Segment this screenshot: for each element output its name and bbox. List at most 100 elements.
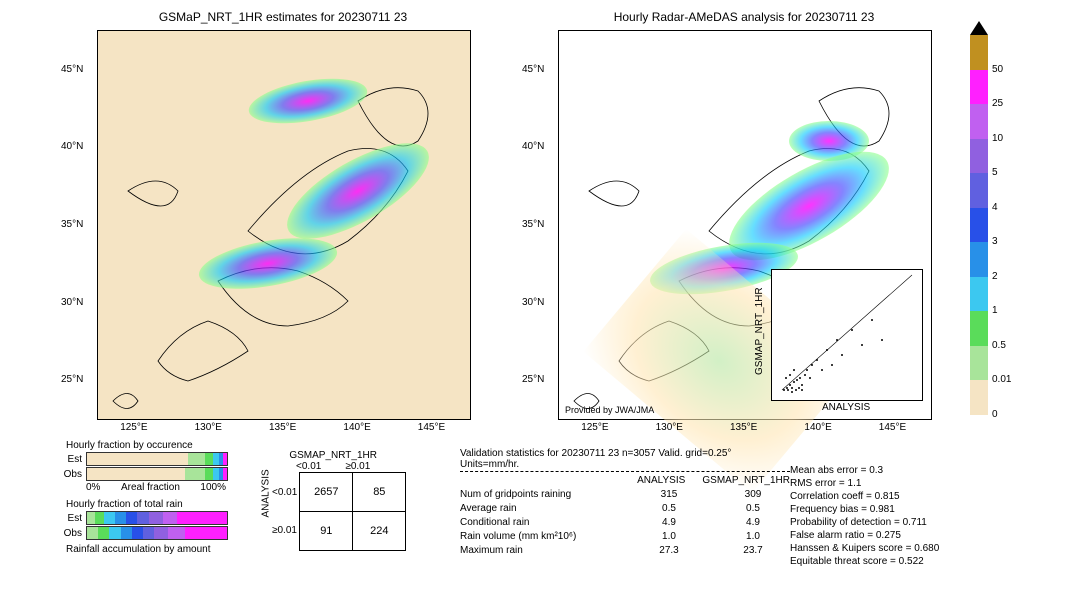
val-row-label: Rain volume (mm km²10⁶) (460, 531, 620, 542)
frac-bar-occ-obs (86, 467, 228, 481)
frac-rain-title: Hourly fraction of total rain (66, 499, 240, 510)
val-colheader: GSMAP_NRT_1HR (702, 475, 790, 486)
axis-tick: 135°E (730, 422, 757, 433)
colorbar-tick: 5 (992, 167, 998, 178)
colorbar-seg (970, 346, 988, 381)
axis-tick: 140°E (804, 422, 831, 433)
colorbar-seg (970, 242, 988, 277)
frac-occ-title: Hourly fraction by occurence (66, 440, 240, 451)
frac-seg (115, 512, 126, 524)
axis-tick: 45°N (522, 64, 544, 75)
colorbar-tick: 1 (992, 305, 998, 316)
frac-seg (87, 468, 185, 480)
provided-text: Provided by JWA/JMA (565, 405, 654, 415)
frac-row-label: Est (60, 454, 82, 465)
frac-seg (163, 512, 177, 524)
contingency-panel: GSMAP_NRT_1HR <0.01 ≥0.01 ANALYSIS <0.01… (260, 450, 406, 551)
frac-bar-occ-est (86, 452, 228, 466)
colorbar-tick: 2 (992, 271, 998, 282)
colorbar-tick: 3 (992, 236, 998, 247)
colorbar-tick: 0.5 (992, 340, 1006, 351)
axis-tick: 40°N (522, 141, 544, 152)
val-row-a: 315 (634, 489, 704, 500)
frac-seg (132, 527, 143, 539)
colorbar-tick: 25 (992, 98, 1003, 109)
val-row-label: Num of gridpoints raining (460, 489, 620, 500)
axis-tick: 130°E (195, 422, 222, 433)
frac-seg (168, 527, 185, 539)
map-right-title: Hourly Radar-AMeDAS analysis for 2023071… (558, 10, 930, 24)
axis-tick: 30°N (61, 297, 83, 308)
fraction-panel: Hourly fraction by occurence Est Obs 0% … (60, 440, 240, 555)
axis-tick: 30°N (522, 297, 544, 308)
colorbar-seg (970, 208, 988, 243)
ct-cell: 2657 (300, 473, 353, 512)
colorbar-tick: 0.01 (992, 374, 1011, 385)
axis-tick: 45°N (61, 64, 83, 75)
right-stat-line: Equitable threat score = 0.522 (790, 556, 939, 567)
frac-seg (205, 453, 213, 465)
ct-rowheader: ANALYSIS (261, 506, 272, 518)
frac-xtick: 0% (86, 482, 100, 493)
right-stat-line: Hanssen & Kuipers score = 0.680 (790, 543, 939, 554)
axis-tick: 35°N (522, 219, 544, 230)
axis-tick: 25°N (522, 374, 544, 385)
val-row-a: 27.3 (634, 545, 704, 556)
right-stat-line: False alarm ratio = 0.275 (790, 530, 939, 541)
val-row-b: 0.5 (718, 503, 788, 514)
frac-seg (109, 527, 120, 539)
frac-seg (95, 512, 103, 524)
colorbar-seg (970, 380, 988, 415)
val-row-label: Maximum rain (460, 545, 620, 556)
colorbar-tick: 0 (992, 409, 998, 420)
val-row-label: Conditional rain (460, 517, 620, 528)
axis-tick: 145°E (418, 422, 445, 433)
frac-seg (149, 512, 163, 524)
ct-colheader: GSMAP_NRT_1HR (260, 450, 406, 461)
frac-accum-title: Rainfall accumulation by amount (66, 544, 240, 555)
ct-cell: 224 (353, 512, 406, 551)
frac-row-label: Obs (60, 469, 82, 480)
scatter-xlabel: ANALYSIS (822, 402, 870, 413)
val-row-label: Average rain (460, 503, 620, 514)
val-row-a: 4.9 (634, 517, 704, 528)
colorbar-seg (970, 35, 988, 70)
frac-seg (87, 527, 98, 539)
right-stat-line: Mean abs error = 0.3 (790, 465, 939, 476)
frac-seg (223, 453, 227, 465)
frac-seg (177, 512, 227, 524)
map-left-title: GSMaP_NRT_1HR estimates for 20230711 23 (97, 10, 469, 24)
colorbar-seg (970, 70, 988, 105)
colorbar-seg (970, 139, 988, 174)
frac-seg (205, 468, 213, 480)
frac-seg (126, 512, 137, 524)
frac-xlabel: Areal fraction (121, 482, 180, 493)
colorbar-arrow-icon (970, 21, 988, 35)
val-row-b: 1.0 (718, 531, 788, 542)
colorbar-seg (970, 277, 988, 312)
val-colheader: ANALYSIS (634, 475, 688, 486)
validation-title: Validation statistics for 20230711 23 n=… (460, 448, 790, 472)
axis-tick: 135°E (269, 422, 296, 433)
ct-cell: 91 (300, 512, 353, 551)
frac-seg (87, 453, 188, 465)
scatter-ylabel: GSMAP_NRT_1HR (754, 287, 765, 375)
right-stats: Mean abs error = 0.3RMS error = 1.1Corre… (790, 463, 939, 569)
axis-tick: 145°E (879, 422, 906, 433)
val-row-a: 1.0 (634, 531, 704, 542)
frac-seg (137, 512, 148, 524)
right-stat-line: Frequency bias = 0.981 (790, 504, 939, 515)
ct-collabel: <0.01 (296, 461, 321, 472)
colorbar-seg (970, 311, 988, 346)
ct-rowlabel: ≥0.01 (272, 525, 297, 536)
ct-rowlabel: <0.01 (272, 487, 297, 498)
colorbar-tick: 50 (992, 64, 1003, 75)
colorbar-tick: 10 (992, 133, 1003, 144)
val-row-b: 309 (718, 489, 788, 500)
ct-cell: 85 (353, 473, 406, 512)
val-row-b: 4.9 (718, 517, 788, 528)
scatter-inset: ANALYSIS GSMAP_NRT_1HR (771, 269, 923, 401)
ct-collabel: ≥0.01 (345, 461, 370, 472)
frac-seg (98, 527, 109, 539)
frac-bar-rain-est (86, 511, 228, 525)
